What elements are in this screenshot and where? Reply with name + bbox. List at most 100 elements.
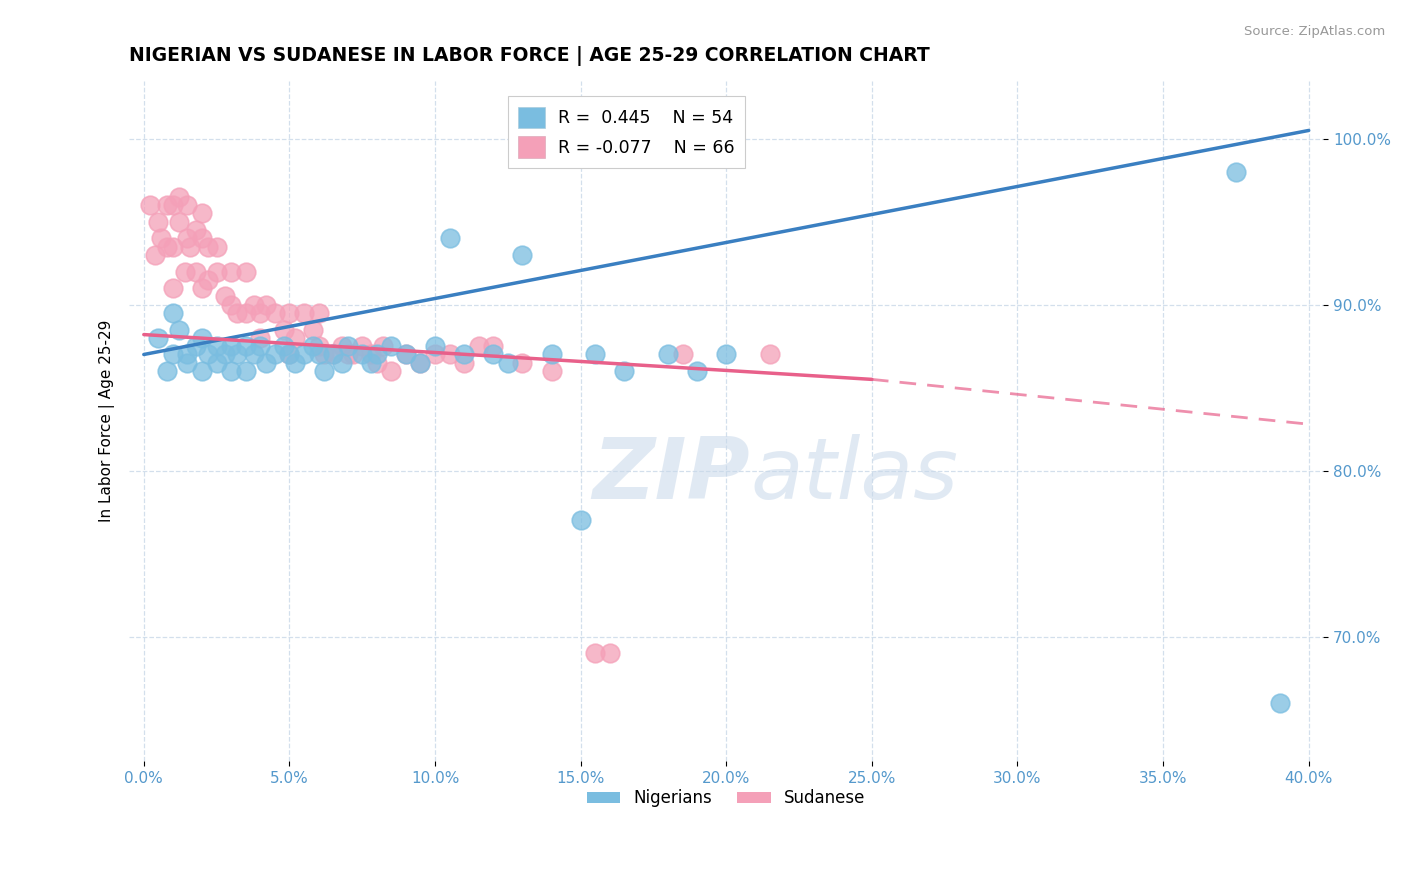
Text: atlas: atlas [751,434,957,516]
Point [191,281,214,295]
Point [330,339,353,353]
Point [395,347,418,361]
Point [360,347,382,361]
Point [496,356,519,370]
Point [205,339,228,353]
Point [235,364,257,378]
Point [148,331,170,345]
Point [371,339,394,353]
Point [162,198,184,212]
Point [186,264,208,278]
Point [512,356,534,370]
Point [197,273,219,287]
Point [759,347,782,361]
Point [179,239,201,253]
Point [197,239,219,253]
Point [301,339,323,353]
Point [512,248,534,262]
Point [167,323,190,337]
Point [214,347,236,361]
Point [226,306,249,320]
Point [336,339,359,353]
Point [254,298,277,312]
Point [395,347,418,361]
Point [613,364,636,378]
Point [314,347,336,361]
Point [360,356,382,370]
Point [278,306,301,320]
Point [583,347,606,361]
Point [219,364,242,378]
Point [235,264,257,278]
Point [278,347,301,361]
Point [439,347,461,361]
Point [352,347,374,361]
Point [156,364,179,378]
Point [467,339,489,353]
Point [308,306,330,320]
Point [254,356,277,370]
Point [205,239,228,253]
Point [569,513,592,527]
Text: ZIP: ZIP [592,434,751,516]
Point [186,223,208,237]
Point [453,356,475,370]
Point [380,339,402,353]
Point [482,339,505,353]
Point [191,364,214,378]
Point [583,646,606,660]
Point [249,339,271,353]
Text: NIGERIAN VS SUDANESE IN LABOR FORCE | AGE 25-29 CORRELATION CHART: NIGERIAN VS SUDANESE IN LABOR FORCE | AG… [129,46,929,66]
Point [308,347,330,361]
Point [314,364,336,378]
Point [219,298,242,312]
Point [167,215,190,229]
Point [1225,165,1247,179]
Point [186,339,208,353]
Point [342,347,364,361]
Point [322,347,344,361]
Point [176,347,198,361]
Point [409,356,432,370]
Point [162,306,184,320]
Point [138,198,160,212]
Point [176,356,198,370]
Point [686,364,709,378]
Point [249,331,271,345]
Point [150,231,173,245]
Point [284,356,307,370]
Point [482,347,505,361]
Point [330,356,353,370]
Point [1268,696,1291,710]
Point [162,347,184,361]
Point [167,190,190,204]
Point [292,306,315,320]
Point [336,347,359,361]
Point [214,289,236,303]
Legend: Nigerians, Sudanese: Nigerians, Sudanese [581,782,872,814]
Point [226,347,249,361]
Point [366,347,388,361]
Point [671,347,693,361]
Text: Source: ZipAtlas.com: Source: ZipAtlas.com [1244,25,1385,38]
Point [273,323,295,337]
Point [352,339,374,353]
Point [540,347,562,361]
Point [191,206,214,220]
Point [176,198,198,212]
Point [219,264,242,278]
Point [176,231,198,245]
Point [366,356,388,370]
Point [219,339,242,353]
Point [162,239,184,253]
Point [284,331,307,345]
Point [191,231,214,245]
Point [243,298,266,312]
Point [156,239,179,253]
Point [145,248,167,262]
Point [191,331,214,345]
Point [409,356,432,370]
Point [197,347,219,361]
Point [453,347,475,361]
Point [292,347,315,361]
